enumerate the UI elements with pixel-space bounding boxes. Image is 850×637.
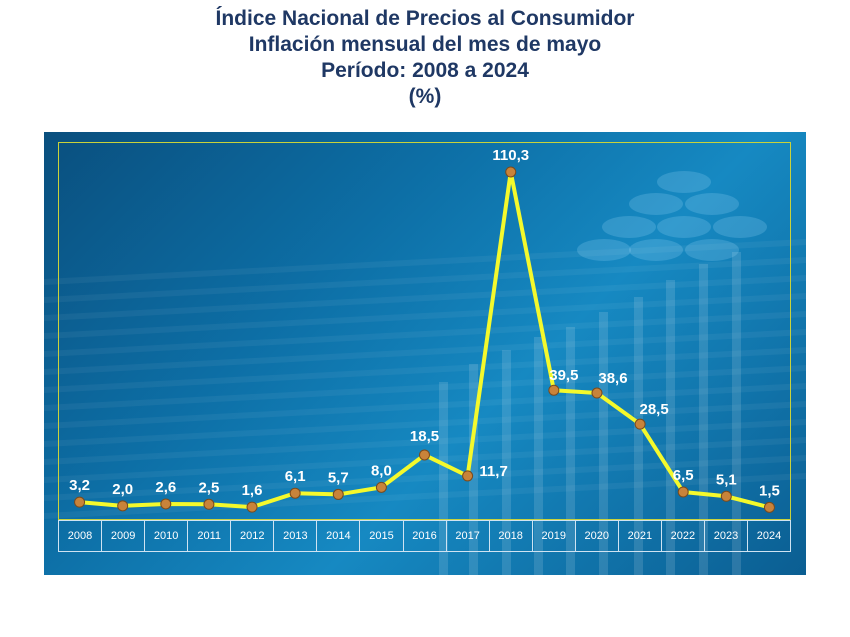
data-point (591, 387, 603, 399)
decor-stripe (44, 311, 806, 357)
data-label: 5,7 (328, 469, 349, 486)
decor-ellipse (713, 216, 767, 238)
data-label: 28,5 (639, 401, 668, 418)
decor-ellipse (657, 171, 711, 193)
data-point (289, 487, 301, 499)
decor-stripe (44, 383, 806, 429)
chart-unit: (%) (408, 85, 442, 108)
line-chart: 3,2 2,0 2,6 2,5 1,6 6,1 5,7 8,0 18,5 11,7 110,3 39,… (69, 147, 780, 513)
chart-subtitle: Inflación mensual del mes de mayo (248, 33, 602, 56)
decor-bar (534, 337, 543, 575)
x-tick-label: 2022 (660, 521, 704, 551)
chart-title: Índice Nacional de Precios al Consumidor (215, 7, 635, 30)
decor-stripe (44, 455, 806, 501)
data-point (203, 498, 215, 510)
decor-ellipse (629, 239, 683, 261)
decor-stripe (44, 239, 806, 285)
decor-stripe (44, 275, 806, 321)
decor-bar (566, 327, 575, 575)
decor-ellipse (685, 239, 739, 261)
data-label: 6,1 (285, 468, 306, 485)
chart-title-block: Índice Nacional de Precios al Consumidor… (0, 6, 850, 110)
decor-stripe (44, 365, 806, 411)
data-label: 39,5 (549, 367, 578, 384)
data-label: 110,3 (492, 147, 529, 164)
x-tick-label: 2018 (488, 521, 532, 551)
x-tick-label: 2015 (359, 521, 402, 551)
x-tick-label: 2017 (445, 521, 489, 551)
data-label: 8,0 (371, 462, 392, 479)
decor-bar (634, 297, 643, 575)
decor-ellipse (629, 193, 683, 215)
x-tick-label: 2016 (402, 521, 446, 551)
data-point (332, 488, 344, 500)
data-point (720, 490, 732, 502)
data-point (160, 498, 172, 510)
data-label: 18,5 (410, 428, 439, 445)
x-tick-label: 2012 (230, 521, 273, 551)
x-tick-label: 2008 (58, 521, 101, 551)
decor-bar (469, 364, 478, 575)
decor-stripe (44, 419, 806, 465)
background-decoration (44, 171, 806, 575)
decor-stripe (44, 401, 806, 447)
data-label: 2,0 (112, 481, 133, 498)
x-tick-label: 2019 (531, 521, 575, 551)
decor-stripe (44, 293, 806, 339)
data-point (419, 449, 430, 461)
data-label: 6,5 (673, 467, 694, 484)
data-point (74, 496, 86, 508)
data-label: 38,6 (598, 370, 627, 387)
x-tick-label: 2023 (703, 521, 747, 551)
data-label: 1,6 (242, 482, 263, 499)
x-tick-label: 2024 (747, 521, 792, 551)
x-tick-label: 2010 (144, 521, 187, 551)
decor-stripe (44, 329, 806, 375)
data-point (505, 166, 517, 178)
decor-bar (699, 264, 708, 575)
chart-period: Período: 2008 a 2024 (321, 59, 529, 82)
data-label: 3,2 (69, 477, 90, 494)
data-label: 1,5 (759, 482, 780, 499)
decor-bar (732, 252, 741, 575)
plot-frame (58, 142, 791, 520)
data-point (634, 418, 646, 430)
data-label: 11,7 (479, 463, 507, 480)
data-label: 5,1 (716, 471, 737, 488)
decor-stripe (44, 347, 806, 393)
x-tick-label: 2013 (273, 521, 316, 551)
data-label: 2,5 (198, 479, 219, 496)
x-tick-label: 2011 (187, 521, 230, 551)
decor-ellipse (657, 216, 711, 238)
data-point (117, 500, 129, 512)
decor-bar (502, 350, 511, 575)
data-point (677, 486, 689, 498)
decor-ellipse (685, 193, 739, 215)
x-axis-year-table: 2008 2009 2010 2011 2012 2013 2014 2015 2016 2017… (58, 520, 792, 552)
decor-stripe (44, 257, 806, 303)
x-tick-label: 2014 (316, 521, 359, 551)
decor-bar (599, 312, 608, 575)
data-point (548, 384, 560, 396)
data-point (375, 481, 387, 493)
decor-bar (439, 382, 448, 575)
decor-ellipse (602, 216, 656, 238)
x-tick-label: 2020 (574, 521, 618, 551)
data-point (462, 470, 474, 482)
x-tick-label: 2021 (617, 521, 661, 551)
decor-ellipse (577, 239, 631, 261)
data-point (246, 501, 258, 513)
data-point (763, 501, 775, 513)
data-label: 2,6 (155, 479, 176, 496)
x-tick-label: 2009 (101, 521, 144, 551)
chart-panel: 3,2 2,0 2,6 2,5 1,6 6,1 5,7 8,0 18,5 11,7 110,3 39,… (44, 132, 806, 575)
decor-bar (666, 280, 675, 575)
